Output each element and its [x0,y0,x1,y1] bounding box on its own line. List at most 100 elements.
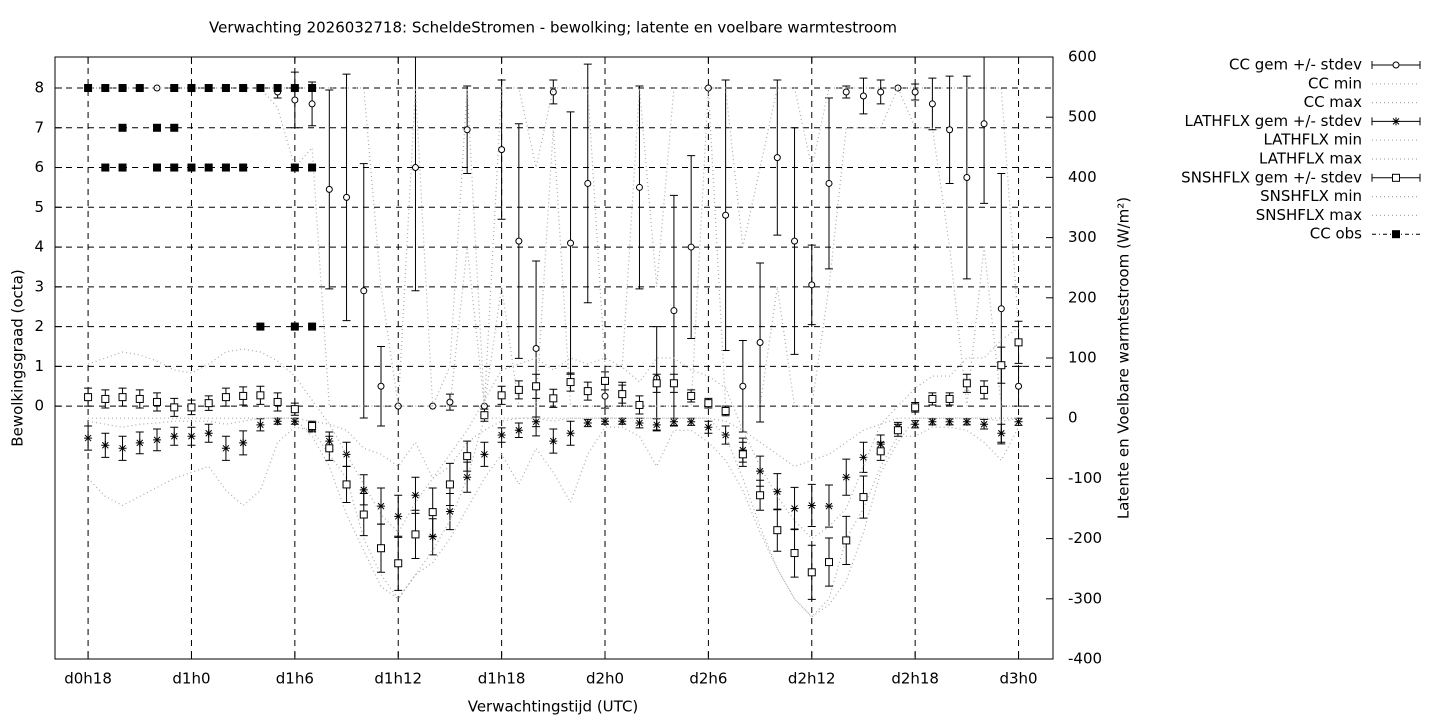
point [687,243,695,251]
point [153,123,162,132]
point [515,237,523,245]
point [756,491,765,500]
point [308,422,317,431]
point [101,84,110,93]
legend-label: CC min [1308,74,1362,92]
x-tick-label: d3h0 [999,670,1037,688]
point [273,417,282,426]
point [980,385,989,394]
point [204,84,213,93]
point [256,84,265,93]
grid [55,57,1053,659]
point [1014,338,1023,347]
y2-tick-label: 500 [1068,108,1097,126]
legend-label: CC obs [1310,225,1362,243]
point [290,84,299,93]
point [377,502,386,511]
point [618,390,627,399]
point [980,420,989,429]
y-tick-label: 3 [34,277,44,295]
point [738,450,747,459]
point [721,431,730,440]
point [308,322,317,331]
point [704,399,713,408]
point [170,432,179,441]
point [790,549,799,558]
point [670,307,678,315]
y-axis-label: Bewolkingsgraad (octa) [9,269,27,446]
point [652,420,661,429]
point [859,92,867,100]
point [377,544,386,553]
point [893,426,902,435]
point [652,379,661,388]
y-tick-label: 6 [34,158,44,176]
point [118,84,127,93]
point [566,378,575,387]
point [290,417,299,426]
x-tick-label: d1h18 [478,670,526,688]
legend-marker [1392,173,1400,182]
point [825,558,834,567]
point [807,501,816,510]
point [842,473,851,482]
point [825,179,833,187]
point [756,467,765,476]
point [532,344,540,352]
point [204,429,213,438]
point [84,393,93,402]
point [342,480,351,489]
point [825,502,834,511]
point [928,394,937,403]
point [704,423,713,432]
point [946,126,954,134]
point [377,382,385,390]
legend-label: LATHFLX gem +/- stdev [1184,112,1362,130]
point [962,417,971,426]
point [911,88,919,96]
point [170,123,179,132]
point [204,399,213,408]
legend-label: SNSHFLX max [1256,206,1362,224]
x-tick-label: d2h18 [891,670,939,688]
point [997,361,1006,370]
point [635,183,643,191]
point [722,211,730,219]
point [498,146,506,154]
point [135,84,144,93]
point [791,237,799,245]
point [963,173,971,181]
x-axis-label: Verwachtingstijd (UTC) [468,698,639,716]
point [911,403,920,412]
point [687,417,696,426]
point [359,510,368,519]
y2-tick-label: 400 [1068,168,1097,186]
x-tick-label: d1h0 [172,670,210,688]
point [239,391,248,400]
x-tick-label: d2h0 [586,670,624,688]
point [756,338,764,346]
range-line [88,87,1020,407]
y2-tick-label: 200 [1068,288,1097,306]
point [945,417,954,426]
point [445,507,454,516]
point [411,164,419,172]
y2-tick-label: 100 [1068,349,1097,367]
y-tick-label: 8 [34,79,44,97]
point [411,530,420,539]
point [325,185,333,193]
point [221,444,230,453]
point [256,391,265,400]
point [566,429,575,438]
y-tick-label: 1 [34,357,44,375]
point [153,397,162,406]
point [221,163,230,172]
point [945,394,954,403]
point [635,419,644,428]
point [360,287,368,295]
legend-marker [1392,117,1400,126]
point [635,400,644,409]
point [135,438,144,447]
point [704,84,712,92]
